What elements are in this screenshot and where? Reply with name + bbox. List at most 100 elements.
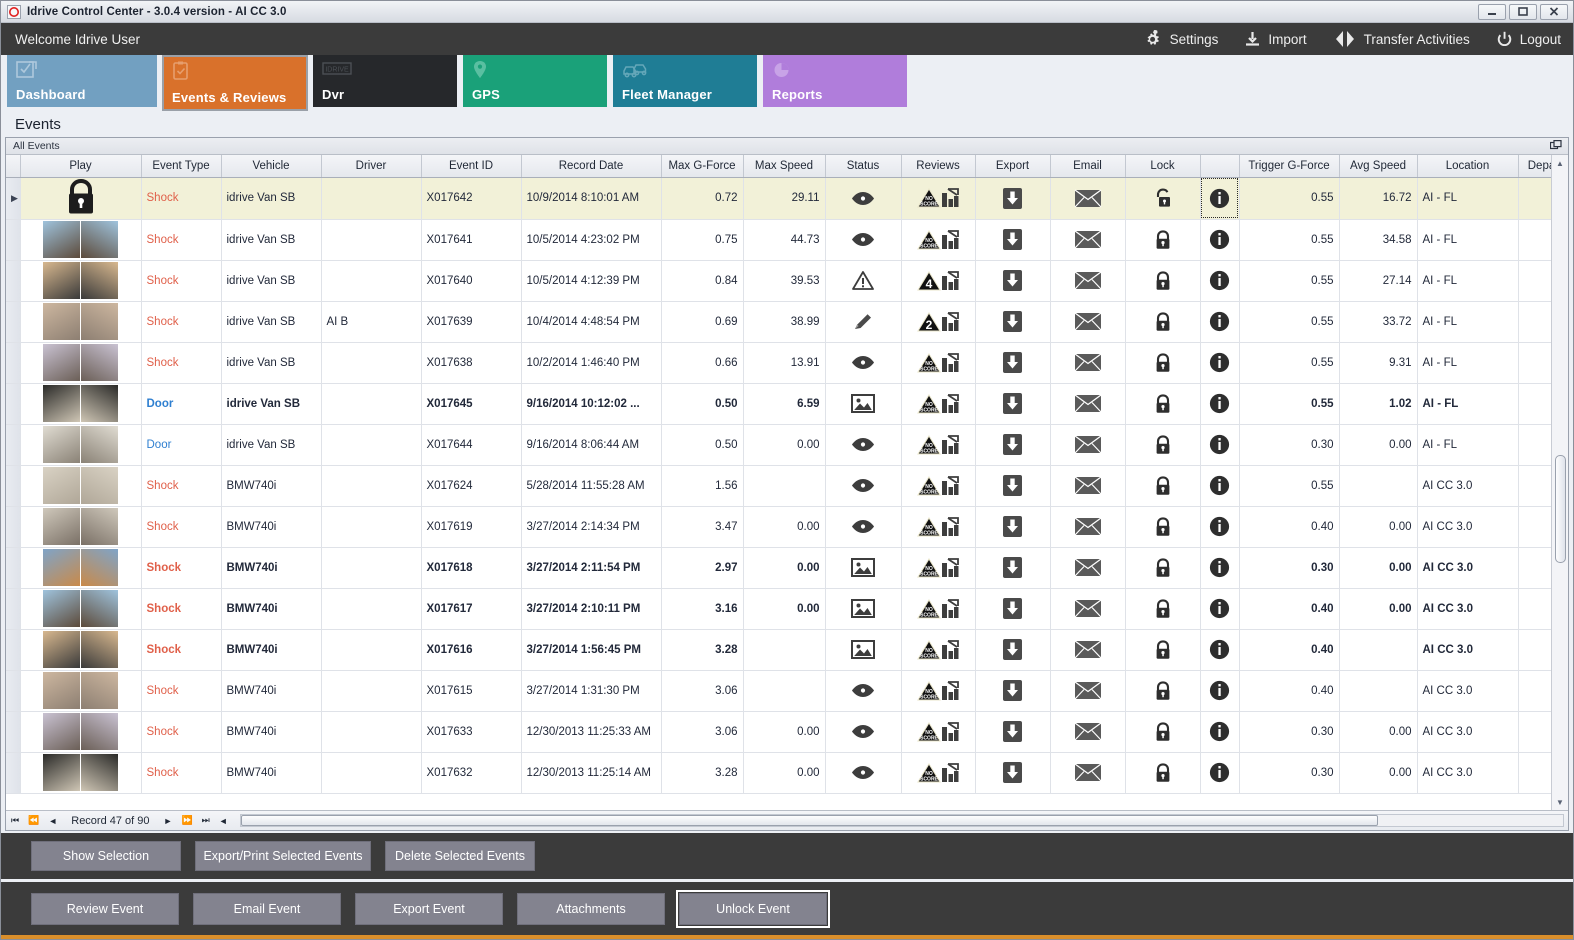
cell-reviews[interactable]: 2 [901, 301, 976, 343]
cell-play[interactable] [20, 506, 142, 548]
row-indicator[interactable] [6, 424, 21, 466]
row-indicator[interactable] [6, 260, 21, 302]
nav-prev-button[interactable]: ◄ [48, 815, 58, 826]
row-indicator[interactable] [6, 670, 21, 712]
cell-reviews[interactable]: NO SCORE [901, 506, 976, 548]
cell-email[interactable] [1050, 301, 1126, 343]
cell-reviews[interactable]: NO SCORE [901, 383, 976, 425]
row-indicator[interactable] [6, 752, 21, 794]
cell-lock[interactable] [1125, 424, 1201, 466]
play-thumbnails[interactable] [43, 344, 118, 381]
cell-play[interactable] [20, 260, 142, 302]
tile-fleet-manager[interactable]: Fleet Manager [613, 55, 757, 107]
cell-lock[interactable] [1125, 588, 1201, 630]
thumbnail-front[interactable] [43, 344, 80, 381]
cell-reviews[interactable]: NO SCORE [901, 219, 976, 261]
cell-play[interactable] [20, 752, 142, 794]
thumbnail-cabin[interactable] [81, 754, 118, 791]
cell-email[interactable] [1050, 383, 1126, 425]
cell-email[interactable] [1050, 752, 1126, 794]
table-row[interactable]: Shock BMW740i X017617 3/27/2014 2:10:11 PM 3… [6, 588, 1551, 630]
horizontal-scroll-thumb[interactable] [240, 815, 1378, 826]
cell-info[interactable] [1200, 752, 1240, 794]
cell-status[interactable] [825, 260, 902, 302]
logout-menu-item[interactable]: Logout [1496, 31, 1561, 48]
scroll-up-arrow[interactable]: ▲ [1556, 158, 1564, 168]
cell-email[interactable] [1050, 465, 1126, 507]
play-thumbnails[interactable] [43, 426, 118, 463]
settings-menu-item[interactable]: Settings [1141, 30, 1218, 48]
tile-dvr[interactable]: IDRIVE Dvr [313, 55, 457, 107]
cell-email[interactable] [1050, 342, 1126, 384]
cell-export[interactable] [975, 342, 1051, 384]
cell-export[interactable] [975, 629, 1051, 671]
play-thumbnails[interactable] [43, 754, 118, 791]
table-row[interactable]: ▶ Shock idrive Van SB X017642 10/9/2014 8:10… [6, 177, 1551, 220]
tile-gps[interactable]: GPS [463, 55, 607, 107]
cell-play[interactable] [20, 547, 142, 589]
attachments-button[interactable]: Attachments [517, 892, 665, 925]
review-event-button[interactable]: Review Event [31, 892, 179, 925]
nav-first-button[interactable]: ⏮ [11, 815, 20, 825]
tile-events-reviews[interactable]: Events & Reviews [162, 55, 308, 111]
cell-email[interactable] [1050, 711, 1126, 753]
nav-prev-page-button[interactable]: ⏪ [28, 815, 40, 825]
thumbnail-cabin[interactable] [81, 508, 118, 545]
cell-reviews[interactable]: NO SCORE [901, 670, 976, 712]
cell-export[interactable] [975, 301, 1051, 343]
thumbnail-cabin[interactable] [81, 549, 118, 586]
thumbnail-cabin[interactable] [81, 631, 118, 668]
table-row[interactable]: Door idrive Van SB X017644 9/16/2014 8:06:4… [6, 424, 1551, 466]
cell-info[interactable] [1200, 301, 1240, 343]
cell-reviews[interactable]: NO SCORE [901, 465, 976, 507]
thumbnail-cabin[interactable] [81, 303, 118, 340]
thumbnail-front[interactable] [43, 467, 80, 504]
cell-play[interactable] [20, 177, 142, 220]
export-event-button[interactable]: Export Event [355, 892, 503, 925]
header-reviews[interactable]: Reviews [901, 155, 976, 178]
table-row[interactable]: Shock idrive Van SB AI B X017639 10/4/2014 4… [6, 301, 1551, 343]
table-row[interactable]: Shock idrive Van SB X017641 10/5/2014 4:23:… [6, 219, 1551, 261]
header-lock[interactable]: Lock [1125, 155, 1201, 178]
export-print-selected-events-button[interactable]: Export/Print Selected Events [195, 841, 371, 871]
cell-lock[interactable] [1125, 219, 1201, 261]
cell-info[interactable] [1200, 506, 1240, 548]
thumbnail-cabin[interactable] [81, 426, 118, 463]
cell-lock[interactable] [1125, 465, 1201, 507]
cell-lock[interactable] [1125, 342, 1201, 384]
row-indicator[interactable] [6, 465, 21, 507]
header-max-g-force[interactable]: Max G-Force [661, 155, 744, 178]
cell-info[interactable] [1200, 670, 1240, 712]
table-row[interactable]: Shock BMW740i X017615 3/27/2014 1:31:30 PM 3… [6, 670, 1551, 712]
header-avg-speed[interactable]: Avg Speed [1339, 155, 1418, 178]
cell-play[interactable] [20, 424, 142, 466]
unlock-event-button[interactable]: Unlock Event [676, 889, 830, 928]
cell-export[interactable] [975, 260, 1051, 302]
thumbnail-front[interactable] [43, 754, 80, 791]
transfer-activities-menu-item[interactable]: Transfer Activities [1333, 30, 1470, 48]
play-thumbnails[interactable] [43, 262, 118, 299]
table-row[interactable]: Door idrive Van SB X017645 9/16/2014 10:12:… [6, 383, 1551, 425]
cell-export[interactable] [975, 465, 1051, 507]
delete-selected-events-button[interactable]: Delete Selected Events [385, 841, 535, 871]
thumbnail-front[interactable] [43, 508, 80, 545]
nav-last-button[interactable]: ⏭ [201, 815, 210, 825]
header-vehicle[interactable]: Vehicle [221, 155, 322, 178]
header-play[interactable]: Play [20, 155, 142, 178]
cell-status[interactable] [825, 424, 902, 466]
tile-dashboard[interactable]: Dashboard [7, 55, 157, 107]
cell-lock[interactable] [1125, 383, 1201, 425]
thumbnail-cabin[interactable] [81, 590, 118, 627]
cell-reviews[interactable]: NO SCORE [901, 711, 976, 753]
row-indicator[interactable] [6, 383, 21, 425]
row-indicator[interactable] [6, 588, 21, 630]
cell-status[interactable] [825, 506, 902, 548]
cell-lock[interactable] [1125, 670, 1201, 712]
nav-next-page-button[interactable]: ⏩ [181, 815, 193, 825]
cell-play[interactable] [20, 383, 142, 425]
cell-status[interactable] [825, 711, 902, 753]
cell-status[interactable] [825, 588, 902, 630]
row-indicator[interactable]: ▶ [6, 177, 21, 220]
play-thumbnails[interactable] [43, 508, 118, 545]
cell-info[interactable] [1200, 177, 1240, 220]
